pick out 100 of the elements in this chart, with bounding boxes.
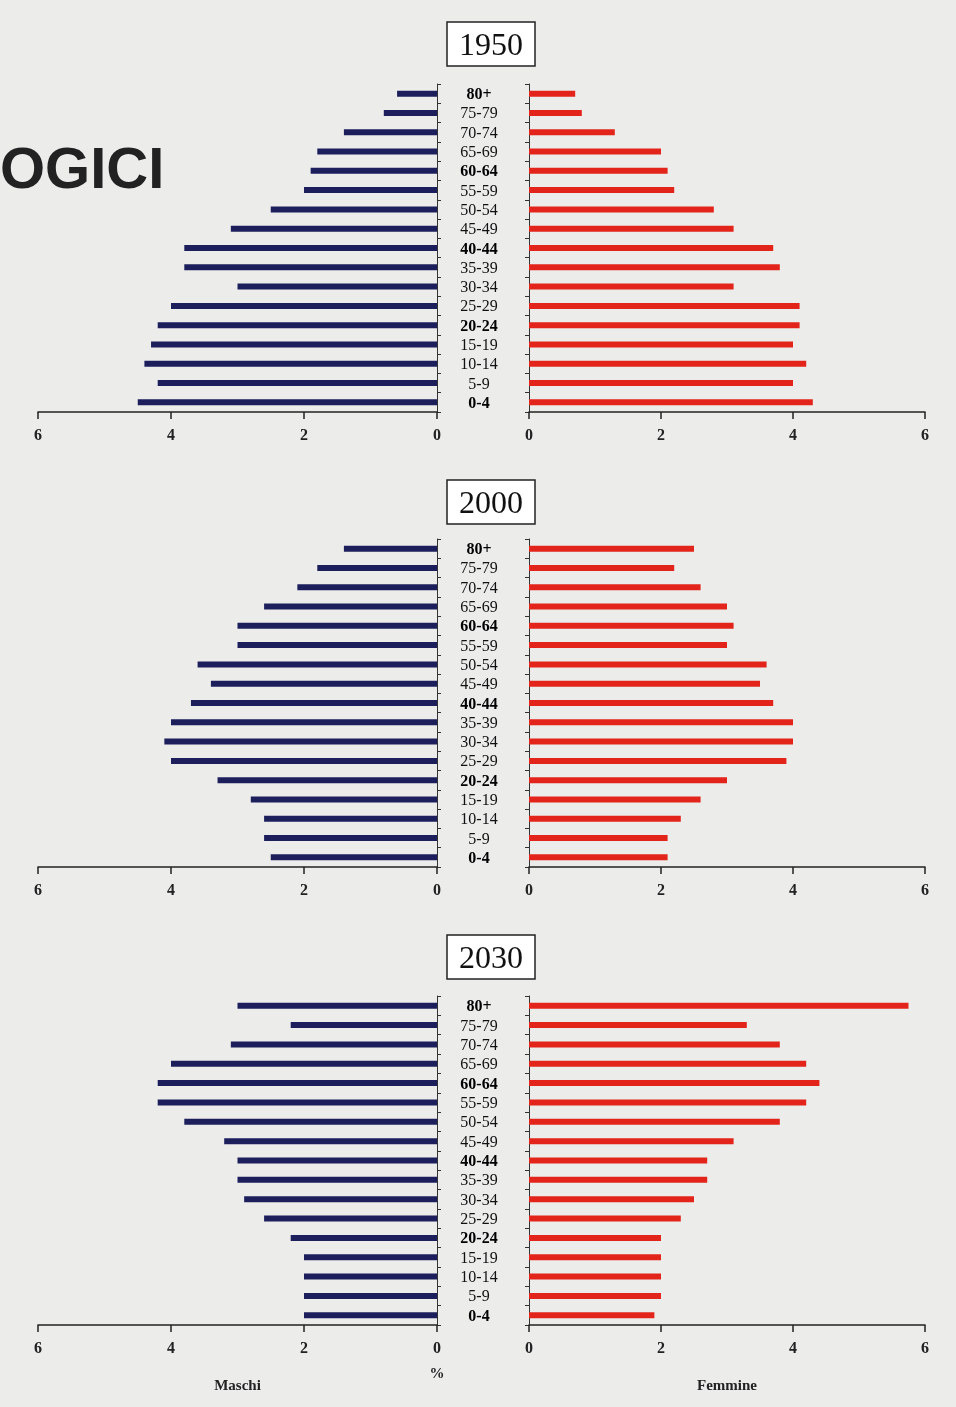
y-tick-label: 75-79 [460, 104, 498, 122]
y-tick-label: 0-4 [468, 848, 490, 866]
bar [529, 661, 767, 668]
x-tick-label: 2 [657, 1338, 665, 1356]
y-tick-label: 5-9 [468, 829, 490, 847]
bar [151, 341, 437, 348]
y-tick-label: 50-54 [460, 1113, 498, 1131]
bar [164, 738, 437, 745]
y-tick-label: 10-14 [460, 1268, 498, 1286]
bar [144, 360, 437, 367]
bar [237, 283, 437, 290]
bar [529, 225, 734, 232]
x-tick-label: 6 [34, 1338, 42, 1356]
bar [397, 90, 437, 97]
bar [529, 129, 615, 136]
y-tick-label: 25-29 [460, 1210, 498, 1228]
y-tick-label: 40-44 [460, 1152, 498, 1169]
y-tick-label: 20-24 [460, 316, 498, 334]
x-tick-label: 2 [657, 425, 665, 443]
x-tick-label: 4 [167, 425, 175, 443]
bar [529, 187, 675, 194]
bar [529, 167, 668, 174]
bar [270, 854, 437, 861]
bar [304, 1273, 437, 1280]
y-tick-label: 15-19 [460, 790, 498, 808]
bar [529, 302, 800, 309]
bar [529, 380, 793, 387]
y-tick-label: 35-39 [460, 258, 498, 276]
bar [529, 1002, 909, 1009]
bar [529, 564, 675, 571]
y-tick-label: 45-49 [460, 220, 498, 238]
bar [317, 148, 437, 155]
bar [304, 1312, 437, 1319]
bar [264, 1215, 437, 1222]
y-tick-label: 30-34 [460, 733, 498, 751]
bar [529, 1196, 694, 1203]
x-tick-label: 4 [167, 880, 175, 898]
y-tick-label: 65-69 [460, 598, 498, 616]
y-tick-label: 80+ [466, 540, 492, 558]
bar [529, 264, 780, 271]
bar [529, 1254, 661, 1261]
y-tick-label: 40-44 [460, 694, 498, 712]
y-tick-label: 10-14 [460, 355, 498, 373]
x-tick-label: 4 [789, 1338, 797, 1356]
y-tick-label: 50-54 [460, 200, 498, 218]
y-tick-label: 20-24 [460, 1229, 498, 1247]
bar [184, 264, 437, 271]
bar [270, 206, 437, 213]
y-tick-label: 55-59 [460, 636, 498, 654]
bar [529, 1041, 780, 1048]
bar [137, 399, 437, 406]
bar [529, 1022, 747, 1029]
y-tick-label: 65-69 [460, 143, 498, 161]
bar [529, 642, 727, 649]
bar [250, 796, 437, 803]
bar [529, 545, 694, 552]
x-axis-title: Femmine [697, 1376, 758, 1393]
y-tick-label: 20-24 [460, 771, 498, 789]
bar [157, 1080, 437, 1087]
bar [184, 1118, 437, 1125]
y-tick-label: 5-9 [468, 374, 490, 392]
y-tick-label: 30-34 [460, 1190, 498, 1208]
y-tick-label: 60-64 [460, 162, 498, 180]
y-tick-label: 55-59 [460, 1093, 498, 1111]
y-tick-label: 70-74 [460, 123, 498, 141]
bar [171, 302, 437, 309]
bar [157, 380, 437, 387]
bar [264, 603, 437, 610]
x-tick-label: 0 [525, 1338, 533, 1356]
bar [171, 1060, 437, 1067]
bar [290, 1022, 437, 1029]
bar [343, 545, 437, 552]
y-tick-label: 0-4 [468, 393, 490, 411]
y-tick-label: 35-39 [460, 1171, 498, 1189]
bar [317, 564, 437, 571]
bar [224, 1138, 437, 1145]
bar [529, 1099, 807, 1106]
bar [529, 777, 727, 784]
bar [529, 1060, 807, 1067]
y-tick-label: 45-49 [460, 675, 498, 693]
x-tick-label: 6 [921, 880, 929, 898]
bar [237, 1002, 437, 1009]
y-tick-label: 70-74 [460, 578, 498, 596]
bar [529, 603, 727, 610]
bar [237, 1176, 437, 1183]
y-tick-label: 10-14 [460, 810, 498, 828]
bar [529, 680, 760, 687]
bar [529, 1215, 681, 1222]
bar [529, 815, 681, 822]
x-tick-label: 4 [789, 425, 797, 443]
bar [343, 129, 437, 136]
y-tick-label: 75-79 [460, 1016, 498, 1034]
y-tick-label: 80+ [466, 997, 492, 1015]
y-tick-label: 60-64 [460, 1074, 498, 1092]
y-tick-label: 30-34 [460, 278, 498, 296]
bar [529, 700, 774, 706]
bar [529, 835, 668, 842]
bar [529, 360, 807, 367]
bar [171, 719, 437, 726]
bar [529, 1138, 734, 1145]
